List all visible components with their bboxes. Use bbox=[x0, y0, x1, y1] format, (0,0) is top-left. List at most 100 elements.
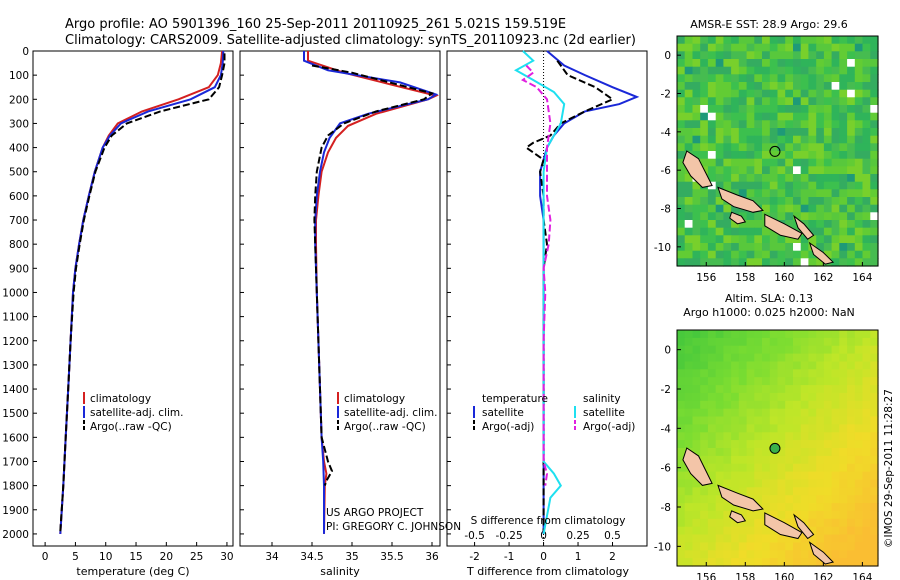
map-cell bbox=[723, 51, 732, 60]
map-cell bbox=[870, 400, 879, 410]
map-cell bbox=[700, 487, 709, 496]
map-cell bbox=[839, 471, 848, 481]
map-xtick-label: 156 bbox=[696, 572, 716, 580]
map-cell bbox=[777, 440, 786, 449]
map-cell bbox=[707, 550, 717, 559]
map-cell bbox=[715, 377, 724, 386]
map-frame bbox=[676, 329, 879, 567]
map-cell bbox=[847, 135, 856, 144]
map-cell bbox=[847, 66, 856, 75]
temperature-ytick-label: 1600 bbox=[2, 432, 29, 444]
map-cell bbox=[723, 220, 732, 229]
map-cell bbox=[800, 503, 809, 512]
map-cell bbox=[831, 220, 840, 229]
map-cell bbox=[793, 166, 802, 175]
map-cell bbox=[677, 345, 686, 355]
map-cell bbox=[738, 112, 748, 121]
map-cell bbox=[684, 518, 693, 528]
map-cell bbox=[723, 204, 732, 213]
map-cell bbox=[677, 204, 686, 213]
map-cell bbox=[816, 235, 825, 244]
map-cell bbox=[831, 495, 840, 504]
map-cell bbox=[823, 377, 833, 386]
map-cell bbox=[808, 220, 817, 229]
map-cell bbox=[715, 59, 724, 68]
map-cell bbox=[746, 424, 755, 433]
map-cell bbox=[831, 432, 840, 441]
map-cell bbox=[769, 558, 779, 567]
map-cell bbox=[746, 82, 755, 91]
map-cell bbox=[700, 542, 709, 551]
map-cell bbox=[707, 105, 717, 114]
map-cell bbox=[777, 463, 786, 473]
map-cell bbox=[785, 479, 794, 488]
map-cell bbox=[808, 408, 817, 418]
map-cell bbox=[692, 518, 701, 528]
map-cell bbox=[677, 463, 686, 473]
map-cell bbox=[762, 385, 771, 394]
map-cell bbox=[808, 518, 817, 528]
map-cell bbox=[677, 400, 686, 410]
map-cell bbox=[762, 471, 771, 481]
map-cell bbox=[692, 495, 701, 504]
map-cell bbox=[823, 487, 833, 496]
map-cell bbox=[800, 235, 809, 244]
map-cell bbox=[723, 166, 732, 175]
map-cell bbox=[731, 518, 740, 528]
map-cell bbox=[847, 432, 856, 441]
salinity-xtick-label: 35 bbox=[345, 551, 358, 563]
map-cell bbox=[793, 258, 802, 267]
map-ytick-label: -6 bbox=[661, 463, 672, 475]
map-cell bbox=[692, 345, 701, 355]
map-cell bbox=[793, 495, 802, 504]
map-cell bbox=[754, 463, 763, 473]
map-cell bbox=[684, 59, 693, 68]
map-cell bbox=[847, 197, 856, 206]
map-cell bbox=[738, 487, 748, 496]
map-cell bbox=[816, 526, 825, 536]
map-cell bbox=[692, 526, 701, 536]
map-cell bbox=[870, 82, 879, 91]
map-cell bbox=[715, 120, 724, 129]
map-cell bbox=[808, 353, 817, 363]
map-cell bbox=[777, 495, 786, 504]
map-cell bbox=[808, 97, 817, 106]
map-cell bbox=[731, 258, 740, 267]
map-cell bbox=[808, 337, 817, 347]
map-cell bbox=[723, 518, 732, 528]
temperature-ytick-label: 1500 bbox=[2, 408, 29, 420]
map-cell bbox=[746, 337, 755, 347]
map-cell bbox=[769, 463, 779, 473]
map-cell bbox=[700, 212, 709, 221]
map-cell bbox=[785, 51, 794, 60]
map-cell bbox=[839, 463, 848, 473]
map-cell bbox=[847, 189, 856, 198]
map-cell bbox=[839, 440, 848, 449]
map-cell bbox=[854, 74, 864, 83]
map-cell bbox=[746, 510, 755, 520]
map-cell bbox=[762, 158, 771, 167]
map-cell bbox=[854, 424, 864, 433]
map-cell bbox=[870, 392, 879, 402]
map-cell bbox=[847, 424, 856, 433]
map-cell bbox=[839, 534, 848, 543]
map-cell bbox=[769, 189, 779, 198]
map-cell bbox=[738, 542, 748, 551]
map-cell bbox=[785, 174, 794, 183]
map-cell bbox=[731, 385, 740, 394]
map-cell bbox=[715, 337, 724, 347]
map-cell bbox=[762, 235, 771, 244]
map-cell bbox=[684, 385, 693, 394]
map-cell bbox=[692, 353, 701, 363]
map-cell bbox=[715, 440, 724, 449]
map-cell bbox=[847, 345, 856, 355]
map-cell bbox=[700, 158, 709, 167]
temperature-xtick-label: 0 bbox=[42, 551, 49, 563]
map-cell bbox=[816, 135, 825, 144]
map-cell bbox=[816, 377, 825, 386]
map-cell bbox=[692, 243, 701, 252]
map-cell bbox=[754, 143, 763, 152]
map-cell bbox=[808, 174, 817, 183]
map-cell bbox=[862, 455, 871, 465]
map-cell bbox=[723, 250, 732, 259]
